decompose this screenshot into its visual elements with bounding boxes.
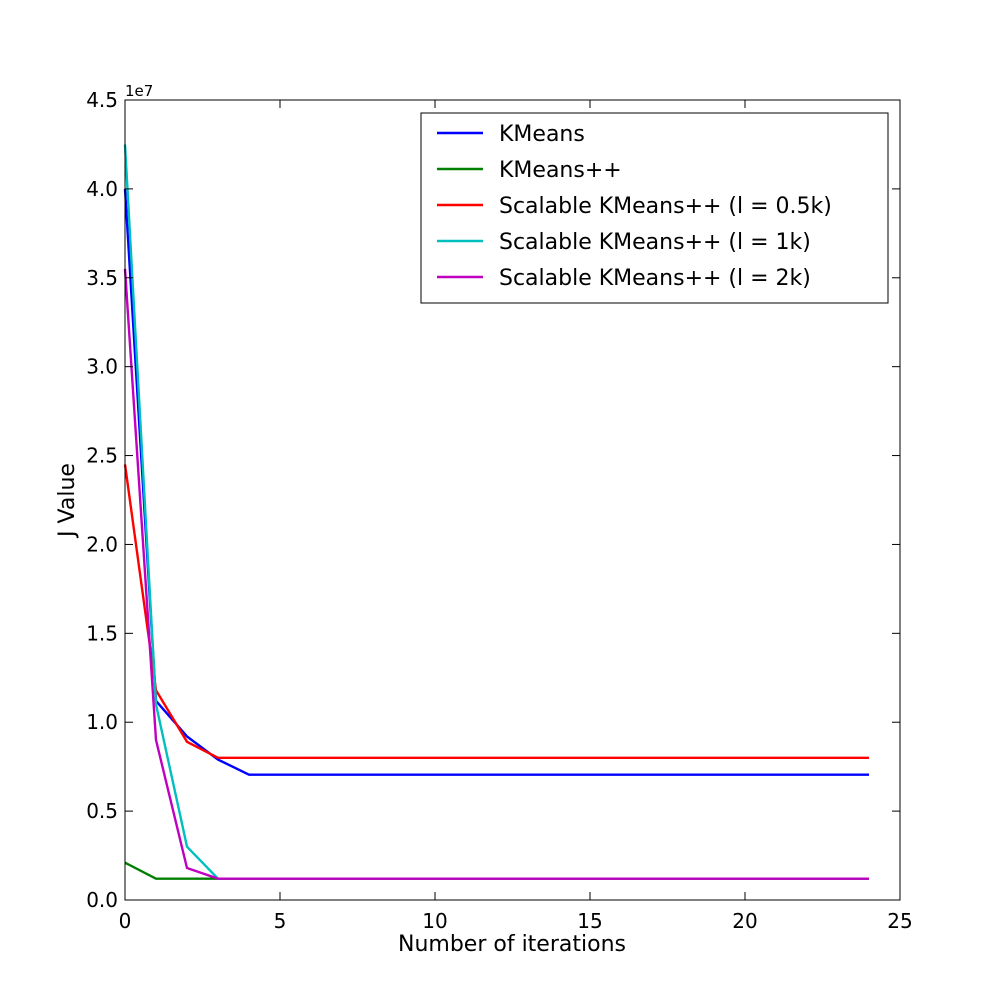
plot-frame <box>124 99 901 901</box>
legend-box <box>420 112 889 304</box>
y-tick-label: 2.5 <box>86 444 118 468</box>
series-line-0 <box>123 188 869 776</box>
y-tick-label: 0.0 <box>86 888 118 912</box>
axis-labels: Number of iterations J Value 1e7 <box>55 82 626 957</box>
legend-label-0: KMeans <box>499 122 585 147</box>
y-tick-label: 3.0 <box>86 355 118 379</box>
y-tick-label: 3.5 <box>86 266 118 290</box>
legend-label-2: Scalable KMeans++ (l = 0.5k) <box>499 194 832 219</box>
y-axis-scale-label: 1e7 <box>125 82 153 100</box>
y-tick-label: 2.0 <box>86 532 118 556</box>
y-tick-label: 4.5 <box>86 88 118 112</box>
x-tick-label: 15 <box>577 909 602 933</box>
y-tick-label: 1.0 <box>86 710 118 734</box>
legend-label-4: Scalable KMeans++ (l = 2k) <box>499 266 811 291</box>
x-tick-label: 5 <box>274 909 287 933</box>
y-axis-label: J Value <box>55 463 80 539</box>
y-tick-label: 1.5 <box>86 621 118 645</box>
x-tick-label: 10 <box>422 909 447 933</box>
x-axis-label: Number of iterations <box>398 932 626 957</box>
x-tick-label: 25 <box>887 909 912 933</box>
legend-label-3: Scalable KMeans++ (l = 1k) <box>499 230 811 255</box>
legend: KMeans KMeans++ Scalable KMeans++ (l = 0.5… <box>420 112 889 304</box>
axis-ticks: 0 5 10 15 20 25 0.0 0.5 1.0 1.5 2.0 2.5 3.0 3.5 4.0 4.5 <box>86 88 913 933</box>
legend-label-1: KMeans++ <box>499 158 622 183</box>
y-tick-label: 4.0 <box>86 177 118 201</box>
x-tick-label: 0 <box>119 909 132 933</box>
y-tick-label: 0.5 <box>86 799 118 823</box>
series-line-4 <box>123 268 869 880</box>
x-tick-label: 20 <box>732 909 757 933</box>
series-lines <box>123 144 869 880</box>
series-line-2 <box>123 464 869 759</box>
